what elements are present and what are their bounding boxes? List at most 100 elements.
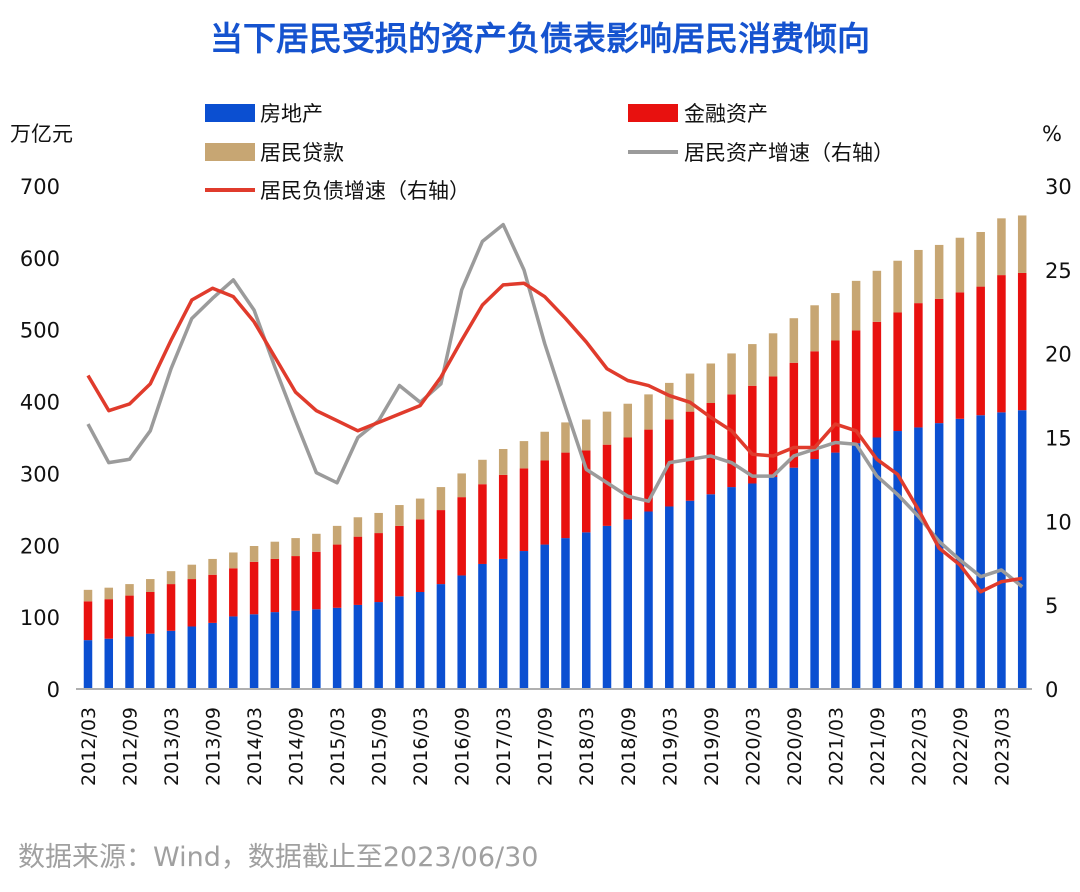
bar-real-estate [810,459,819,689]
bar-real-estate [581,532,591,689]
bar-financial-assets [831,340,840,453]
bar-financial-assets [748,385,757,484]
right-tick-label: 20 [1045,343,1072,367]
bar-real-estate [125,636,134,689]
x-tick-label: 2022/09 [950,707,972,786]
bar-household-loans [457,473,466,498]
bar-real-estate [353,604,363,689]
source-note: 数据来源：Wind，数据截止至2023/06/30 [18,842,538,873]
left-axis-unit: 万亿元 [10,122,73,146]
x-tick-label: 2013/03 [161,707,183,786]
x-tick-label: 2014/03 [244,707,266,786]
right-tick-label: 30 [1045,175,1072,199]
x-tick-label: 2013/09 [203,707,225,786]
bar-financial-assets [415,519,425,592]
bar-real-estate [395,596,404,689]
bar-real-estate [146,633,155,689]
bar-household-loans [831,293,840,341]
bar-household-loans [249,546,259,562]
bar-household-loans [374,512,383,534]
bars [83,215,1027,689]
bar-real-estate [831,452,840,689]
legend-label-household-loans: 居民贷款 [260,141,344,165]
bar-financial-assets [851,330,861,444]
bar-household-loans [83,589,93,602]
bar-financial-assets [810,351,819,460]
bar-household-loans [955,237,965,293]
bar-household-loans [478,459,487,485]
bar-household-loans [395,505,404,526]
bar-real-estate [415,591,425,689]
bar-household-loans [644,394,653,430]
x-axis-ticks: 2012/03 2012/09 2013/03 2013/09 2014/03 2014/… [78,707,1013,786]
x-tick-label: 2019/03 [659,707,681,786]
x-tick-label: 2023/03 [991,707,1013,786]
left-tick-label: 500 [20,319,60,343]
x-tick-label: 2014/09 [286,707,308,786]
bar-financial-assets [291,556,300,611]
bar-financial-assets [872,321,882,438]
x-tick-label: 2021/03 [825,707,847,786]
legend-swatch-financial-assets [628,104,678,122]
bar-financial-assets [374,533,383,603]
bar-household-loans [415,498,425,520]
bar-real-estate [374,602,383,689]
x-tick-label: 2018/03 [576,707,598,786]
x-tick-label: 2015/09 [369,707,391,786]
right-tick-label: 15 [1045,427,1072,451]
bar-household-loans [561,422,570,453]
left-tick-label: 100 [20,606,60,630]
bar-financial-assets [353,536,363,605]
bar-real-estate [208,622,217,689]
lines [86,222,1024,594]
x-tick-label: 2022/03 [908,707,930,786]
bar-financial-assets [478,484,487,564]
bar-financial-assets [768,376,778,478]
bar-household-loans [270,541,280,559]
x-tick-label: 2018/09 [618,707,640,786]
x-tick-label: 2017/09 [535,707,557,786]
bar-real-estate [727,487,736,689]
right-tick-label: 0 [1045,678,1058,702]
bar-financial-assets [457,497,466,576]
bar-household-loans [187,564,197,580]
bar-real-estate [166,630,176,689]
bar-household-loans [706,363,716,404]
bar-real-estate [457,575,466,689]
bar-real-estate [332,607,342,689]
bar-household-loans [810,305,819,352]
bar-financial-assets [312,551,321,610]
bar-household-loans [146,579,155,592]
bar-financial-assets [623,437,633,520]
bar-financial-assets [561,452,570,539]
bar-household-loans [436,487,446,511]
bar-household-loans [353,517,363,537]
bar-household-loans [914,249,923,304]
bar-financial-assets [997,275,1006,413]
left-tick-label: 400 [20,391,60,415]
bar-real-estate [851,443,861,689]
left-tick-label: 200 [20,534,60,558]
bar-household-loans [685,373,695,412]
bar-real-estate [914,427,923,689]
right-axis-ticks: 0 5 10 15 20 25 30 [1045,175,1072,702]
bar-real-estate [685,500,695,689]
left-tick-label: 600 [20,247,60,271]
x-tick-label: 2012/09 [120,707,142,786]
bar-real-estate [789,467,799,689]
bar-financial-assets [125,595,134,637]
bar-real-estate [1017,410,1027,689]
bar-real-estate [498,558,508,689]
right-tick-label: 10 [1045,510,1072,534]
legend-label-liability-growth: 居民负债增速（右轴） [260,179,470,203]
bar-household-loans [872,270,882,322]
right-tick-label: 25 [1045,259,1072,283]
x-tick-label: 2017/03 [493,707,515,786]
bar-real-estate [748,483,757,689]
bar-financial-assets [187,579,197,627]
legend-swatch-real-estate [205,104,255,122]
bar-financial-assets [602,444,612,526]
line-liability-growth [86,281,1023,594]
x-tick-label: 2020/09 [784,707,806,786]
bar-household-loans [623,403,633,438]
